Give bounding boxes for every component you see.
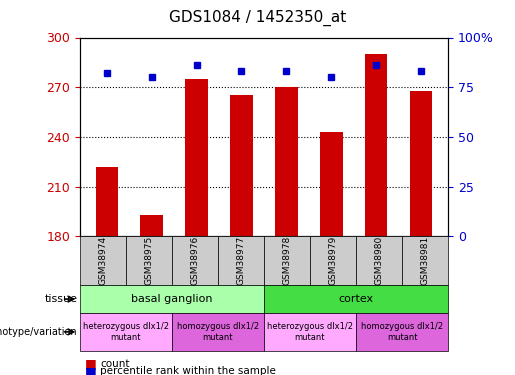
- Text: GDS1084 / 1452350_at: GDS1084 / 1452350_at: [169, 10, 346, 26]
- Text: cortex: cortex: [338, 294, 373, 304]
- Bar: [365, 54, 387, 236]
- Bar: [230, 96, 253, 236]
- Text: GSM38976: GSM38976: [191, 236, 199, 285]
- Text: genotype/variation: genotype/variation: [0, 327, 77, 337]
- Text: heterozygous dlx1/2
mutant: heterozygous dlx1/2 mutant: [267, 322, 353, 342]
- Bar: [410, 90, 432, 236]
- Bar: [320, 132, 342, 236]
- Text: GSM38980: GSM38980: [374, 236, 384, 285]
- Text: basal ganglion: basal ganglion: [131, 294, 213, 304]
- Text: ■: ■: [85, 365, 97, 375]
- Text: GSM38975: GSM38975: [144, 236, 153, 285]
- Bar: [141, 215, 163, 236]
- Text: percentile rank within the sample: percentile rank within the sample: [100, 366, 277, 375]
- Bar: [185, 79, 208, 236]
- Text: GSM38981: GSM38981: [421, 236, 430, 285]
- Text: count: count: [100, 359, 130, 369]
- Text: GSM38979: GSM38979: [329, 236, 337, 285]
- Bar: [96, 166, 118, 236]
- Text: GSM38978: GSM38978: [282, 236, 291, 285]
- Text: ■: ■: [85, 357, 97, 370]
- Text: heterozygous dlx1/2
mutant: heterozygous dlx1/2 mutant: [83, 322, 169, 342]
- Text: homozygous dlx1/2
mutant: homozygous dlx1/2 mutant: [361, 322, 443, 342]
- Text: GSM38977: GSM38977: [236, 236, 246, 285]
- Bar: [275, 87, 298, 236]
- Text: GSM38974: GSM38974: [98, 236, 107, 285]
- Text: tissue: tissue: [44, 294, 77, 304]
- Text: homozygous dlx1/2
mutant: homozygous dlx1/2 mutant: [177, 322, 259, 342]
